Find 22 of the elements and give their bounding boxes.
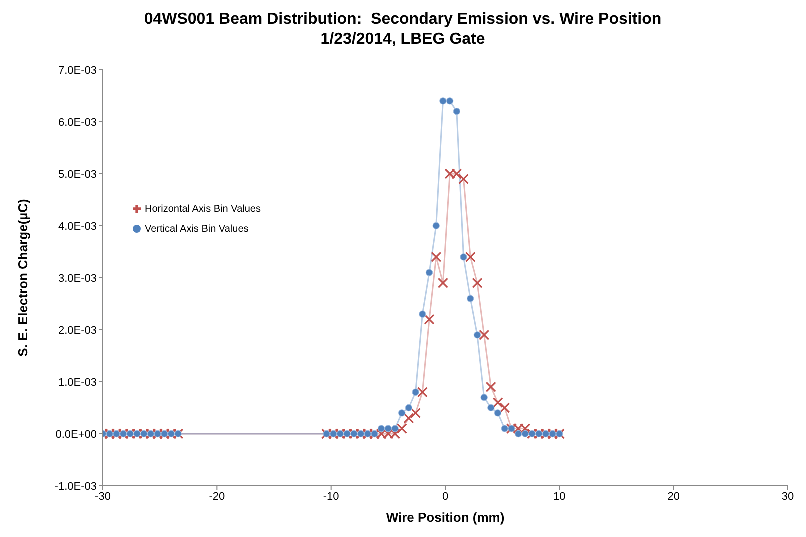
y-tick-label: 7.0E-03: [58, 64, 97, 77]
x-tick-label: 20: [668, 490, 680, 503]
legend-label: Horizontal Axis Bin Values: [145, 204, 261, 215]
x-tick-label: 10: [554, 490, 566, 503]
y-tick-label: -1.0E-03: [54, 480, 97, 493]
x-tick-label: -20: [209, 490, 226, 503]
x-tick-label: -10: [323, 490, 340, 503]
y-axis-title: S. E. Electron Charge(µC): [16, 199, 31, 357]
x-tick-label: -30: [95, 490, 111, 503]
x-axis-title: Wire Position (mm): [386, 510, 505, 525]
y-tick-label: 0.0E+00: [56, 428, 97, 441]
y-tick-label: 2.0E-03: [58, 324, 97, 337]
chart-subtitle: 1/23/2014, LBEG Gate: [320, 30, 486, 50]
x-tick-label: 0: [442, 490, 449, 503]
chart-title: 04WS001 Beam Distribution: Secondary Emission vs. Wire Position: [143, 10, 663, 30]
y-tick-label: 3.0E-03: [58, 272, 97, 285]
y-tick-label: 6.0E-03: [58, 116, 97, 129]
x-tick-label: 30: [782, 490, 794, 503]
legend-label: Vertical Axis Bin Values: [145, 224, 249, 235]
y-tick-label: 4.0E-03: [58, 220, 97, 233]
y-tick-label: 5.0E-03: [58, 168, 97, 181]
y-tick-label: 1.0E-03: [58, 376, 97, 389]
